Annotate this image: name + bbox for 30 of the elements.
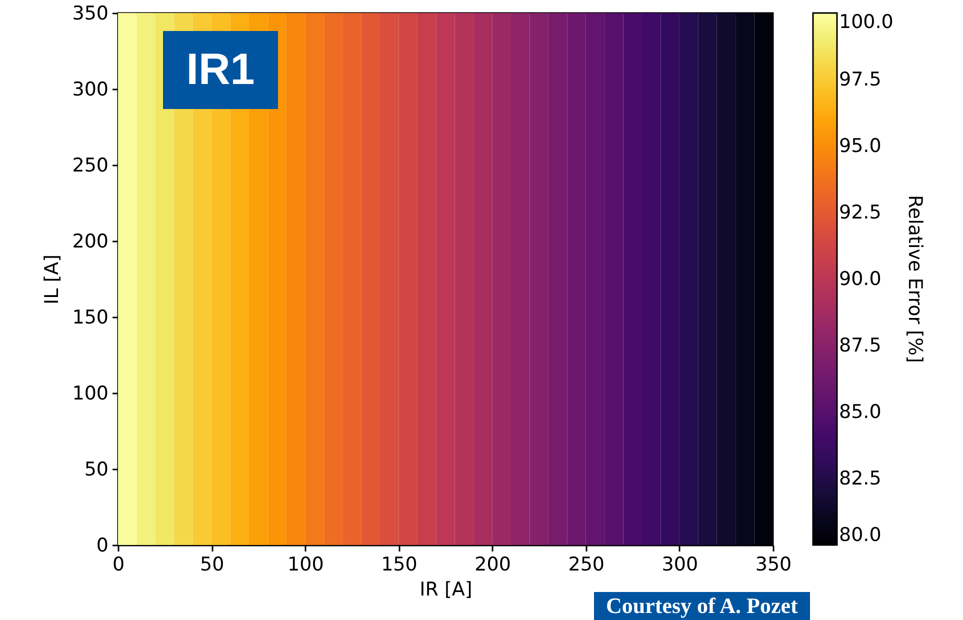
x-axis-title: IR [A] [420,578,472,600]
color-bar-label: 97.5 [839,68,882,90]
x-tick-label: 100 [288,554,324,576]
y-tick-label: 50 [84,458,108,480]
x-tick-label: 300 [662,554,698,576]
x-tick-label: 50 [200,554,224,576]
y-tick-label: 0 [96,534,108,556]
y-tick-label: 350 [72,2,108,24]
color-bar-label: 95.0 [839,135,882,157]
x-tick-label: 350 [755,554,792,576]
y-tick-label: 300 [72,78,108,100]
x-tick-label: 250 [568,554,604,576]
x-tick-label: 0 [112,554,125,576]
annotation: IR1 [163,31,278,109]
color-bar-label: 85.0 [839,401,882,423]
x-tick-label: 150 [381,554,418,576]
y-tick-label: 250 [72,154,108,176]
color-bar-label: 92.5 [839,202,882,224]
y-tick-label: 150 [72,306,108,328]
y-tick-label: 200 [72,230,108,252]
y-axis-title: IL [A] [41,254,64,305]
text: Courtesy of A. Pozet [594,592,810,620]
color-bar-label: 100.0 [839,11,894,33]
x-tick-label: 200 [474,554,511,576]
color-bar-label: 80.0 [839,524,882,546]
y-tick-label: 100 [72,382,108,404]
color-bar-label: 87.5 [839,334,882,356]
color-bar-label: 82.5 [839,468,882,490]
color-bar-title: Relative Error [%] [904,195,926,363]
color-bar-label: 90.0 [839,268,882,290]
